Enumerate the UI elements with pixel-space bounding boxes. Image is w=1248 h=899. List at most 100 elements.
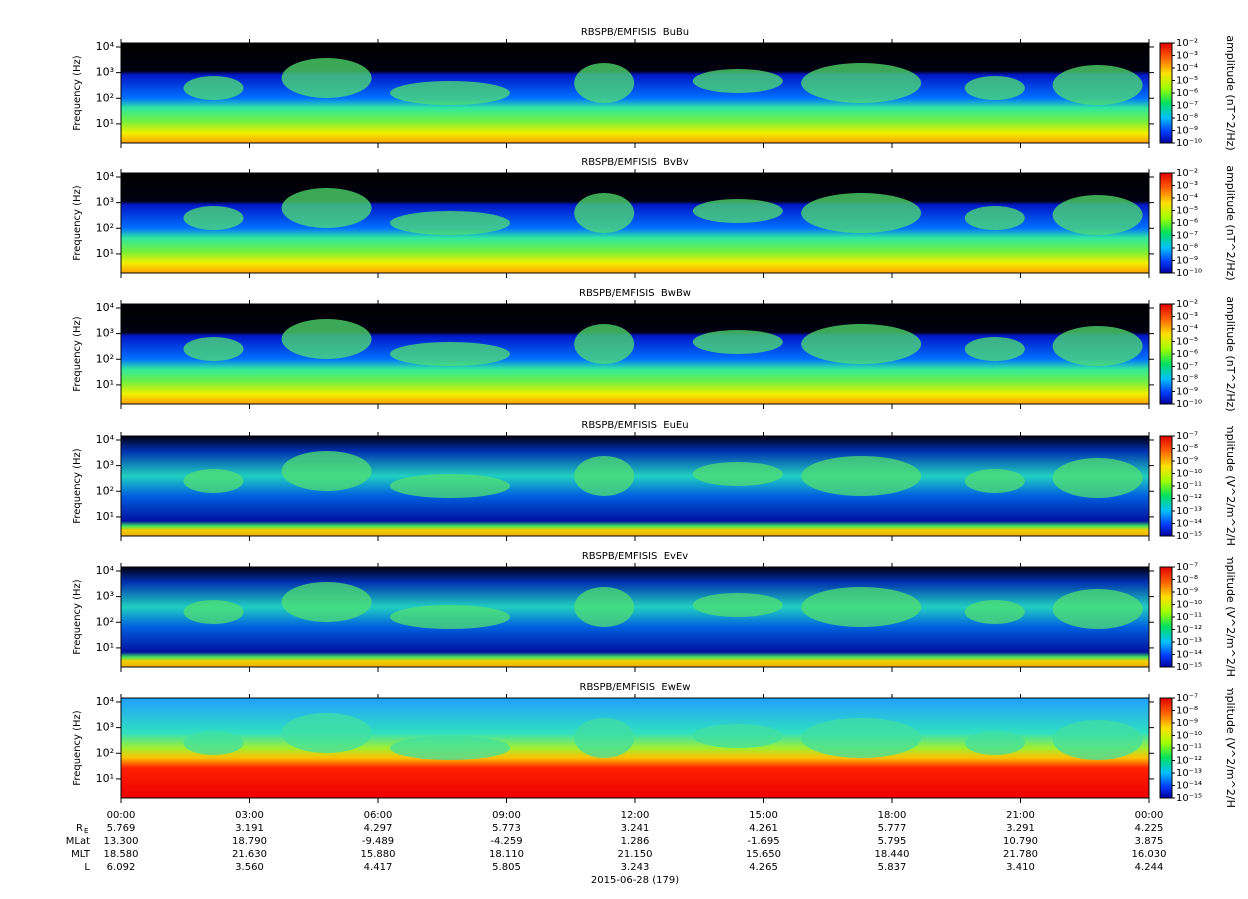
emission-band (389, 605, 510, 629)
colorbar-tick-label: 10⁻⁶ (1176, 88, 1198, 99)
colorbar-tick-label: 10⁻⁴ (1176, 324, 1198, 335)
ephemeris-value: 4.417 (364, 862, 393, 873)
emission-band (1052, 720, 1143, 760)
colorbar-tick-label: 10⁻¹⁰ (1176, 399, 1202, 410)
y-tick-label: 10² (96, 91, 114, 104)
emission-band (281, 58, 372, 98)
emission-band (801, 63, 922, 103)
y-tick-label: 10⁴ (96, 695, 115, 708)
y-tick-label: 10⁴ (96, 40, 115, 53)
ephemeris-value: 1.286 (621, 836, 650, 847)
colorbar-tick-label: 10⁻¹³ (1176, 768, 1202, 779)
emission-band (692, 724, 783, 748)
colorbar-tick-label: 10⁻⁸ (1176, 113, 1198, 124)
emission-band (574, 193, 635, 233)
emission-band (1052, 589, 1143, 629)
emission-band (964, 469, 1025, 493)
y-axis-label: Frequency (Hz) (72, 448, 83, 524)
emission-band (692, 330, 783, 354)
colorbar-tick-label: 10⁻¹³ (1176, 506, 1202, 517)
emission-band (389, 342, 510, 366)
ephemeris-value: -4.259 (490, 836, 522, 847)
x-tick-label: 09:00 (492, 810, 521, 821)
emission-band (964, 600, 1025, 624)
date-label: 2015-06-28 (179) (591, 875, 679, 886)
emission-band (692, 462, 783, 486)
x-tick-label: 00:00 (1135, 810, 1164, 821)
ephemeris-label: R (76, 823, 83, 834)
colorbar-tick-label: 10⁻¹¹ (1176, 743, 1202, 754)
colorbar (1159, 697, 1173, 799)
x-tick-label: 03:00 (235, 810, 264, 821)
colorbar-tick-label: 10⁻¹² (1176, 494, 1202, 505)
colorbar-tick-label: 10⁻² (1176, 299, 1198, 310)
colorbar-tick-label: 10⁻⁵ (1176, 76, 1198, 87)
emission-band (281, 582, 372, 622)
colorbar-tick-label: 10⁻¹¹ (1176, 481, 1202, 492)
y-tick-label: 10² (96, 352, 114, 365)
emission-band (389, 81, 510, 105)
ephemeris-value: 10.790 (1003, 836, 1038, 847)
colorbar-label-group: amplitude (V^2/m^2/Hz) (1224, 547, 1237, 687)
x-tick-label: 18:00 (878, 810, 907, 821)
colorbar-tick-label: 10⁻³ (1176, 51, 1198, 62)
y-tick-label: 10³ (96, 590, 114, 603)
ephemeris-value: -1.695 (747, 836, 779, 847)
colorbar (1159, 303, 1173, 405)
colorbar-tick-label: 10⁻⁷ (1176, 431, 1198, 442)
colorbar-label: amplitude (V^2/m^2/Hz) (1224, 547, 1237, 687)
colorbar (1159, 435, 1173, 537)
ephemeris-value: 4.244 (1135, 862, 1164, 873)
ephemeris-value: 21.150 (618, 849, 653, 860)
ephemeris-value: 18.580 (104, 849, 139, 860)
panel-title: RBSPB/EMFISIS EuEu (581, 420, 688, 431)
colorbar-tick-label: 10⁻¹³ (1176, 637, 1202, 648)
colorbar-tick-label: 10⁻⁶ (1176, 349, 1198, 360)
y-tick-label: 10¹ (96, 641, 114, 654)
emission-band (1052, 458, 1143, 498)
emission-band (964, 731, 1025, 755)
ephemeris-value: 15.650 (746, 849, 781, 860)
colorbar-label: amplitude (V^2/m^2/Hz) (1224, 678, 1237, 818)
colorbar-label-group: amplitude (V^2/m^2/Hz) (1224, 678, 1237, 818)
emission-band (574, 718, 635, 758)
y-tick-label: 10⁴ (96, 170, 115, 183)
ephemeris-value: 3.291 (1006, 823, 1035, 834)
y-tick-label: 10⁴ (96, 433, 115, 446)
emission-band (692, 199, 783, 223)
colorbar-tick-label: 10⁻⁸ (1176, 444, 1198, 455)
colorbar-tick-label: 10⁻¹⁴ (1176, 650, 1202, 661)
y-tick-label: 10¹ (96, 378, 114, 391)
y-axis-label: Frequency (Hz) (72, 55, 83, 131)
emission-band (801, 193, 922, 233)
y-tick-label: 10³ (96, 327, 114, 340)
colorbar-tick-label: 10⁻⁷ (1176, 231, 1198, 242)
colorbar-tick-label: 10⁻¹⁴ (1176, 781, 1202, 792)
colorbar-tick-label: 10⁻¹⁰ (1176, 138, 1202, 149)
colorbar-tick-label: 10⁻⁷ (1176, 362, 1198, 373)
spectrogram-features (183, 713, 1143, 760)
colorbar-tick-label: 10⁻⁸ (1176, 706, 1198, 717)
ephemeris-value: 16.030 (1132, 849, 1167, 860)
emission-band (801, 456, 922, 496)
colorbar-tick-label: 10⁻¹² (1176, 756, 1202, 767)
y-tick-label: 10¹ (96, 117, 114, 130)
ephemeris-value: 5.795 (878, 836, 907, 847)
emission-band (281, 713, 372, 753)
colorbar-tick-label: 10⁻³ (1176, 312, 1198, 323)
ephemeris-value: -9.489 (362, 836, 394, 847)
y-tick-label: 10³ (96, 721, 114, 734)
y-tick-label: 10¹ (96, 510, 114, 523)
emission-band (183, 731, 244, 755)
emission-band (801, 587, 922, 627)
y-axis-label: Frequency (Hz) (72, 710, 83, 786)
colorbar-tick-label: 10⁻¹⁵ (1176, 531, 1202, 542)
ephemeris-value: 13.300 (104, 836, 139, 847)
emission-band (389, 474, 510, 498)
y-tick-label: 10¹ (96, 772, 114, 785)
ephemeris-value: 5.805 (492, 862, 521, 873)
colorbar-tick-label: 10⁻¹⁰ (1176, 600, 1202, 611)
colorbar-label: amplitude (nT^2/Hz) (1224, 165, 1237, 280)
panel-title: RBSPB/EMFISIS BuBu (581, 27, 689, 38)
colorbar-tick-label: 10⁻¹⁴ (1176, 519, 1202, 530)
